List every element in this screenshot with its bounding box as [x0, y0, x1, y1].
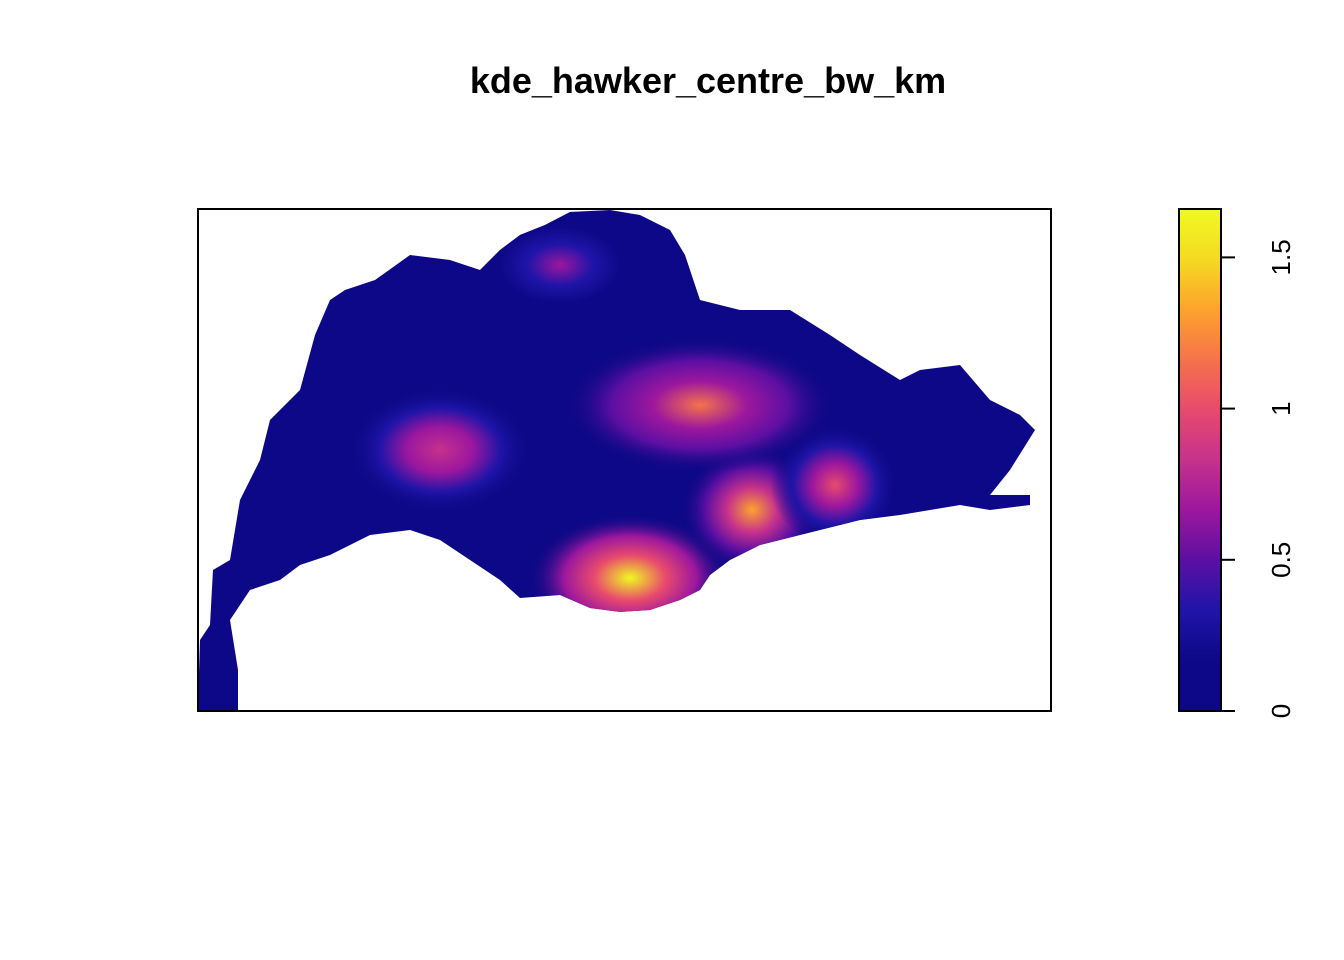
plot-frame [197, 208, 1052, 712]
legend-tick-label: 1.5 [1266, 239, 1296, 275]
legend-color-bar [1178, 208, 1222, 712]
density-map [198, 210, 1035, 710]
legend-tick-label: 1 [1266, 401, 1296, 415]
legend-tick-label: 0.5 [1266, 542, 1296, 578]
density-hotspot-west [346, 385, 534, 515]
chart-title: kde_hawker_centre_bw_km [470, 60, 946, 101]
density-hotspot-east [770, 423, 900, 547]
density-hotspot-north [466, 210, 654, 325]
land-area [198, 210, 1035, 710]
color-legend: 0 0.5 1 1.5 [1178, 208, 1296, 718]
density-hotspot-central-north [564, 337, 836, 473]
legend-tick-label: 0 [1266, 704, 1296, 718]
